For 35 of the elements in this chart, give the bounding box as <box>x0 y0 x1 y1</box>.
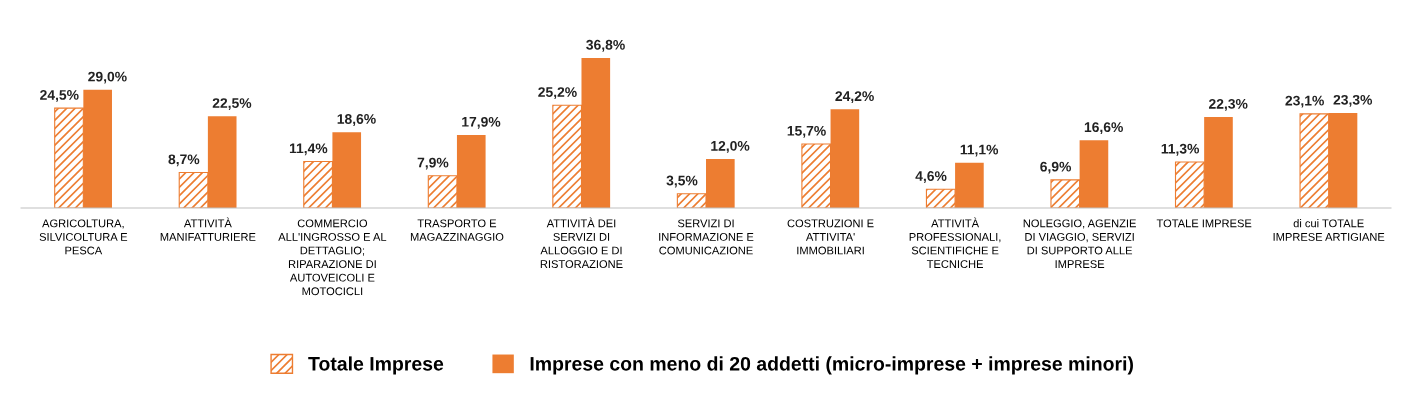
x-tick-label: SERVIZI DI INFORMAZIONE E COMUNICAZIONE <box>659 219 754 255</box>
data-label: 17,9% <box>462 116 501 129</box>
x-tick-label: ATTIVITÀ PROFESSIONALI, SCIENTIFICHE E TECNICHE <box>909 217 1001 269</box>
data-label: 24,2% <box>835 91 874 104</box>
data-label: 25,2% <box>538 87 577 99</box>
legend-label: Imprese con meno di 20 addetti (micro-imprese + imprese minori) <box>530 356 1133 375</box>
data-label: 3,5% <box>666 175 698 188</box>
data-label: 11,3% <box>1161 143 1200 156</box>
data-label: 4,6% <box>915 171 947 183</box>
data-label: 29,0% <box>88 71 127 84</box>
x-tick-label: TRASPORTO E MAGAZZINAGGIO <box>410 219 504 241</box>
data-label: 22,5% <box>212 98 252 110</box>
x-tick-label: COSTRUZIONI E ATTIVITA' IMMOBILIARI <box>787 219 874 255</box>
data-label: 6,9% <box>1040 161 1072 174</box>
data-label: 23,3% <box>1333 94 1373 107</box>
data-label: 8,7% <box>168 154 200 167</box>
x-tick-label: ATTIVITÀ MANIFATTURIERE <box>160 217 256 241</box>
data-label: 16,6% <box>1084 122 1123 135</box>
data-label: 18,6% <box>337 114 376 126</box>
data-label: 24,5% <box>40 90 79 102</box>
data-label: 36,8% <box>586 39 625 52</box>
data-label: 22,3% <box>1208 98 1248 111</box>
data-label: 11,1% <box>960 144 999 157</box>
legend-label: Totale Imprese <box>308 356 444 375</box>
data-label: 7,9% <box>417 157 449 170</box>
data-label: 23,1% <box>1285 95 1324 108</box>
data-label: 11,4% <box>289 143 328 156</box>
x-tick-label: COMMERCIO ALL'INGROSSO E AL DETTAGLIO; RIPARAZIONE DI AUTOVEICOLI E MOTOCICLI <box>278 219 387 296</box>
x-tick-label: ATTIVITÀ DEI SERVIZI DI ALLOGGIO E DI RISTORAZIONE <box>540 217 623 269</box>
x-tick-label: di cui TOTALE IMPRESE ARTIGIANE <box>1273 219 1385 241</box>
data-label: 12,0% <box>711 140 750 153</box>
x-tick-label: AGRICOLTURA, SILVICOLTURA E PESCA <box>39 219 128 255</box>
data-label: 15,7% <box>787 125 826 138</box>
x-tick-label: NOLEGGIO, AGENZIE DI VIAGGIO, SERVIZI DI SUPPORTO ALLE IMPRESE <box>1023 219 1136 269</box>
x-tick-label: TOTALE IMPRESE <box>1156 219 1252 228</box>
